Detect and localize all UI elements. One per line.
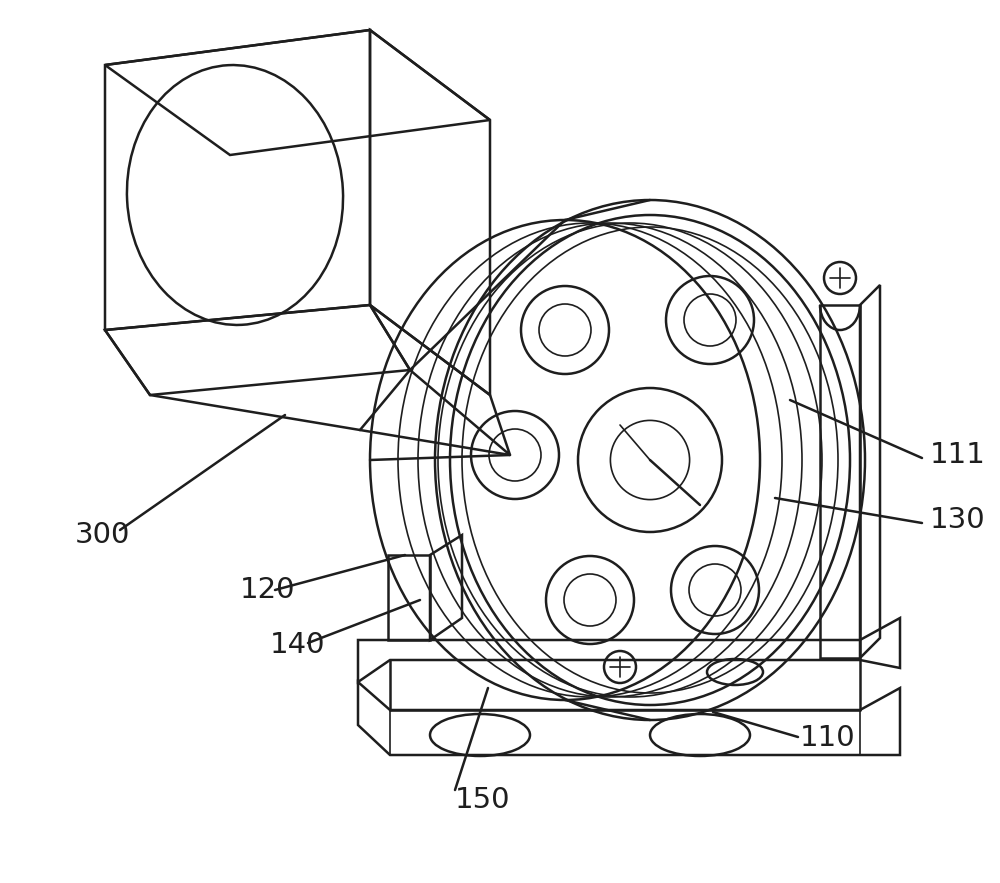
Text: 130: 130	[930, 506, 986, 534]
Text: 140: 140	[270, 631, 326, 659]
Text: 110: 110	[800, 724, 856, 752]
Text: 120: 120	[240, 576, 296, 604]
Text: 150: 150	[455, 786, 511, 814]
Text: 111: 111	[930, 441, 986, 469]
Text: 300: 300	[75, 521, 130, 549]
